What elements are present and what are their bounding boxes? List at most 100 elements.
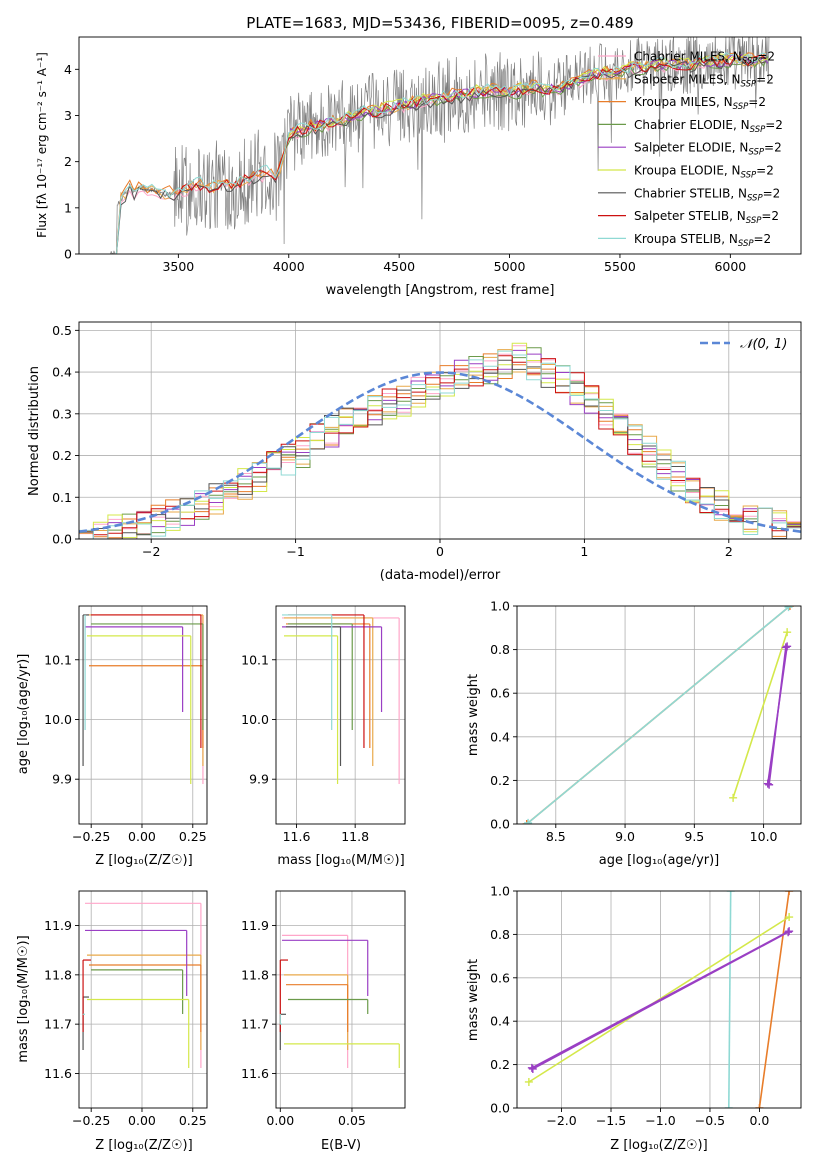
y-tick-label: 0.4: [490, 729, 510, 744]
x-tick-label: 0.25: [179, 1113, 207, 1128]
normal-reference-curve: [79, 371, 801, 533]
y-tick-label: 0.8: [490, 642, 510, 657]
y-tick-label: 11.9: [44, 918, 72, 933]
legend-entry-label: Chabrier STELIB, NSSP=2: [634, 186, 780, 203]
y-tick-label: 0.0: [52, 532, 72, 547]
y-tick-label: 0.8: [490, 927, 510, 942]
x-tick-label: −1.0: [645, 1113, 675, 1128]
plus-marker: [724, 1104, 733, 1108]
age-vs-mass-axes: 11.6 11.8 9.9 10.0 10.1: [241, 605, 406, 844]
spectrum-y-axis-label: Flux [fλ 10⁻¹⁷ erg cm⁻² s⁻¹ A⁻¹]: [35, 52, 49, 238]
x-tick-label: 0.00: [128, 1113, 156, 1128]
plus-marker: [785, 606, 794, 610]
legend-entry-label: Chabrier MILES, NSSP=2: [634, 50, 775, 67]
age-vs-Z-marker-group: [82, 614, 204, 784]
y-tick-label: 11.8: [44, 967, 72, 982]
data-marker-4: [85, 929, 188, 996]
plus-marker: [765, 780, 774, 789]
weight-line-1: [527, 606, 790, 824]
plus-marker: [729, 793, 738, 802]
axes-frame: [275, 890, 406, 1109]
y-tick-label: 11.7: [241, 1017, 269, 1032]
x-tick-label: 2: [725, 544, 733, 559]
plus-marker: [783, 628, 792, 637]
x-tick-label: 9.5: [684, 829, 704, 844]
mass-vs-extinction-markers: [279, 934, 400, 1068]
y-tick-label: 9.9: [52, 772, 72, 787]
plus-marker: [763, 779, 772, 788]
y-tick-label: 10.0: [241, 712, 269, 727]
plus-marker: [783, 642, 792, 651]
axes-frame: [516, 605, 802, 825]
legend-subscript: SSP: [741, 79, 757, 89]
weight-line-2: [732, 631, 788, 799]
legend-suffix: =2: [763, 186, 781, 200]
legend-suffix: =2: [756, 164, 774, 178]
x-tick-label: 10.0: [750, 829, 778, 844]
x-tick-label: −0.5: [695, 1113, 725, 1128]
model-fit-line-6: [116, 56, 766, 254]
spectrum-axes: 3500 4000 4500 5000 5500 6000 0 1 2 3 4: [64, 36, 802, 274]
legend-subscript: SSP: [742, 57, 758, 67]
data-marker-3: [288, 623, 353, 730]
massweight-vs-metallicity-panel: −2.0 −1.5 −1.0 −0.5 0.0 0.0 0.2 0.4 0.6 0.8 1.0 Z …: [466, 884, 802, 1153]
y-tick-label: 1: [64, 200, 72, 215]
x-tick-label: 0.00: [266, 1113, 294, 1128]
data-marker-5: [87, 635, 192, 784]
data-marker-2: [89, 964, 202, 1032]
residuals-panel: −2 −1 0 1 2 0.0 0.1 0.2 0.3 0.4 0.5 (data-model)/e…: [27, 321, 802, 583]
age-vs-metallicity-x-axis-label: Z [log₁₀(Z/Z☉)]: [95, 853, 192, 868]
legend-entry-label: Salpeter MILES, NSSP=2: [634, 72, 774, 89]
data-marker-3: [288, 998, 369, 1014]
legend-entry-label: Kroupa ELODIE, NSSP=2: [634, 164, 774, 181]
data-marker-5: [284, 635, 339, 784]
plus-marker: [781, 643, 790, 652]
data-marker-2: [89, 665, 204, 748]
x-tick-label: 9.0: [615, 829, 635, 844]
y-tick-label: 11.9: [241, 918, 269, 933]
y-tick-label: 0.2: [490, 773, 510, 788]
y-tick-label: 3: [64, 108, 72, 123]
x-tick-label: 4500: [383, 259, 415, 274]
plus-marker: [522, 820, 531, 824]
weight-line-1: [758, 891, 790, 1108]
age-vs-mass-x-axis-label: mass [log₁₀(M/M☉)]: [277, 853, 404, 868]
y-tick-label: 4: [64, 62, 72, 77]
x-tick-label: 11.6: [283, 829, 311, 844]
y-tick-label: 1.0: [490, 599, 510, 614]
x-tick-label: 0.05: [338, 1113, 366, 1128]
age-vs-mass-marker-group: [282, 614, 400, 784]
y-tick-label: 0.2: [490, 1057, 510, 1072]
massweight-vs-age-x-axis-label: age [log₁₀(age/yr)]: [599, 853, 720, 868]
spectrum-series-group: [110, 37, 770, 254]
legend-subscript: SSP: [746, 216, 762, 226]
legend-suffix: =2: [765, 118, 783, 132]
y-tick-label: 10.1: [241, 652, 269, 667]
y-tick-label: 9.9: [249, 772, 269, 787]
y-tick-label: 0.4: [490, 1014, 510, 1029]
x-tick-label: 4000: [273, 259, 305, 274]
plus-marker: [785, 927, 794, 936]
x-tick-label: −0.25: [72, 1113, 110, 1128]
massweight-vs-metallicity-y-axis-label: mass weight: [466, 959, 481, 1041]
massweight-vs-Z-line-group: [524, 891, 794, 1108]
y-tick-label: 0.4: [52, 365, 72, 380]
axes-frame: [78, 890, 208, 1109]
y-tick-label: 11.6: [44, 1066, 72, 1081]
legend-suffix: =2: [754, 232, 772, 246]
legend-subscript: SSP: [738, 239, 754, 249]
mass-vs-ebv-marker-group: [279, 934, 400, 1068]
y-tick-label: 11.6: [241, 1066, 269, 1081]
mass-vs-extinction-x-axis-label: E(B-V): [321, 1138, 361, 1153]
x-tick-label: 0: [436, 544, 444, 559]
data-marker-1: [284, 617, 374, 766]
weight-line-0: [728, 891, 732, 1108]
plus-marker: [784, 928, 793, 937]
x-tick-label: −1: [286, 544, 304, 559]
legend-subscript: SSP: [750, 125, 766, 135]
x-tick-label: 0.00: [128, 829, 156, 844]
legend-entry-label: Chabrier ELODIE, NSSP=2: [634, 118, 783, 135]
data-marker-4: [85, 626, 184, 712]
legend-entry-label: Salpeter ELODIE, NSSP=2: [634, 141, 782, 158]
